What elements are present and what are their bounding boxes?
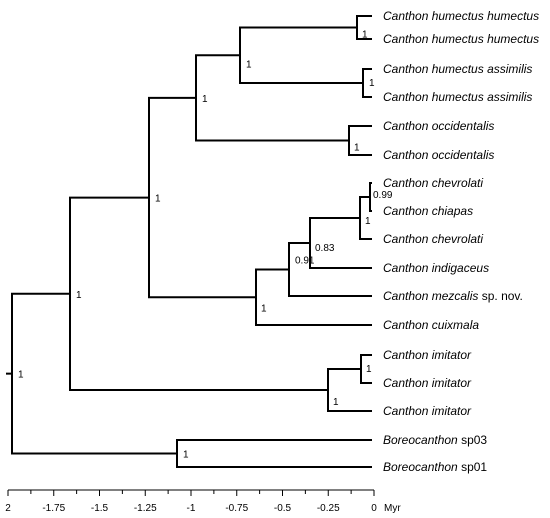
axis-tick-label: 2 (5, 503, 11, 514)
taxon-genus: Canthon (383, 289, 432, 303)
taxon-genus: Canthon (383, 232, 432, 246)
support-value-root: 1 (18, 370, 24, 381)
support-value-imitator-pair: 1 (366, 364, 372, 375)
taxon-genus: Canthon (383, 318, 432, 332)
axis-tick-label: 0 (371, 503, 377, 514)
axis-tick-label: -1.25 (134, 503, 157, 514)
taxon-label: Canthon humectus assimilis (383, 90, 532, 104)
taxon-epithet: chevrolati (432, 176, 484, 190)
support-value-boreocanthon: 1 (183, 450, 189, 461)
support-value-canthon: 1 (76, 290, 82, 301)
taxon-epithet: humectus assimilis (432, 90, 533, 104)
taxon-label: Canthon occidentalis (383, 148, 494, 162)
taxon-genus: Canthon (383, 9, 432, 23)
taxon-label: Canthon chiapas (383, 204, 473, 218)
axis-tick-label: -0.25 (317, 503, 340, 514)
taxon-epithet: chiapas (432, 204, 473, 218)
node-support-values: 1 1 1 1 1 0.99 1 0.830.91 1 1 1 1 1 1 1 (18, 30, 393, 461)
tree-branches (6, 15, 372, 468)
support-value-chevrolati-chiapas: 0.99 (373, 190, 393, 201)
taxon-genus: Canthon (383, 176, 432, 190)
support-value-cuixmala-clade: 1 (261, 303, 267, 314)
taxon-label: Canthon humectus humectus (383, 32, 539, 46)
support-value-humectus-complex: 1 (246, 59, 252, 70)
axis-tick-label: -1 (187, 503, 196, 514)
taxon-label: Canthon cuixmala (383, 318, 479, 332)
taxon-genus: Canthon (383, 90, 432, 104)
taxon-epithet: cuixmala (432, 318, 480, 332)
support-value-ingroup-large: 1 (155, 194, 161, 205)
taxon-suffix: sp01 (461, 460, 487, 474)
taxon-genus: Canthon (383, 348, 432, 362)
taxon-label: Canthon imitator (383, 404, 472, 418)
taxon-genus: Boreocanthon (383, 433, 461, 447)
taxon-label: Canthon indigaceus (383, 261, 489, 275)
taxon-epithet: imitator (432, 348, 472, 362)
taxon-epithet: imitator (432, 376, 472, 390)
support-value-mezcalis-clade: 0.91 (295, 256, 315, 267)
taxon-epithet: indigaceus (432, 261, 489, 275)
taxon-epithet: occidentalis (432, 119, 495, 133)
taxon-genus: Canthon (383, 376, 432, 390)
support-value-occidentalis: 1 (354, 143, 360, 154)
support-value-humectus-occidentalis: 1 (202, 94, 208, 105)
taxon-label: Canthon imitator (383, 348, 472, 362)
taxon-genus: Canthon (383, 119, 432, 133)
taxon-epithet: humectus assimilis (432, 62, 533, 76)
taxon-genus: Boreocanthon (383, 460, 461, 474)
taxon-label: Canthon chevrolati (383, 176, 483, 190)
taxon-suffix: sp. nov. (478, 289, 522, 303)
taxon-genus: Canthon (383, 32, 432, 46)
axis-tick-label: -1.75 (42, 503, 65, 514)
taxon-label: Canthon imitator (383, 376, 472, 390)
support-value-humectus-humectus: 1 (362, 30, 368, 41)
taxon-label: Canthon chevrolati (383, 232, 483, 246)
time-axis: 2 -1.75 -1.5 -1.25 -1 -0.75 -0.5 -0.25 0 Myr (5, 489, 401, 514)
taxon-genus: Canthon (383, 148, 432, 162)
taxon-epithet: humectus humectus (432, 9, 539, 23)
axis-tick-label: -1.5 (91, 503, 109, 514)
taxon-label: Canthon humectus humectus (383, 9, 539, 23)
taxon-genus: Canthon (383, 204, 432, 218)
axis-tick-label: -0.5 (274, 503, 292, 514)
taxon-label: Boreocanthon sp03 (383, 433, 487, 447)
taxon-epithet: imitator (432, 404, 472, 418)
taxon-genus: Canthon (383, 62, 432, 76)
taxon-label: Boreocanthon sp01 (383, 460, 487, 474)
support-value-indigaceus-clade: 0.83 (315, 243, 335, 254)
taxon-label: Canthon occidentalis (383, 119, 494, 133)
support-value-imitator-clade: 1 (333, 397, 339, 408)
taxon-genus: Canthon (383, 261, 432, 275)
support-value-humectus-assimilis: 1 (369, 78, 375, 89)
taxon-label: Canthon humectus assimilis (383, 62, 532, 76)
taxon-epithet: mezcalis (432, 289, 479, 303)
taxon-epithet: occidentalis (432, 148, 495, 162)
axis-tick-label: -0.75 (225, 503, 248, 514)
taxon-epithet: chevrolati (432, 232, 484, 246)
support-value-chevrolati-clade: 1 (365, 216, 371, 227)
taxon-suffix: sp03 (461, 433, 487, 447)
taxon-genus: Canthon (383, 404, 432, 418)
taxon-label: Canthon mezcalis sp. nov. (383, 289, 523, 303)
axis-unit-label: Myr (384, 503, 401, 514)
taxon-epithet: humectus humectus (432, 32, 539, 46)
